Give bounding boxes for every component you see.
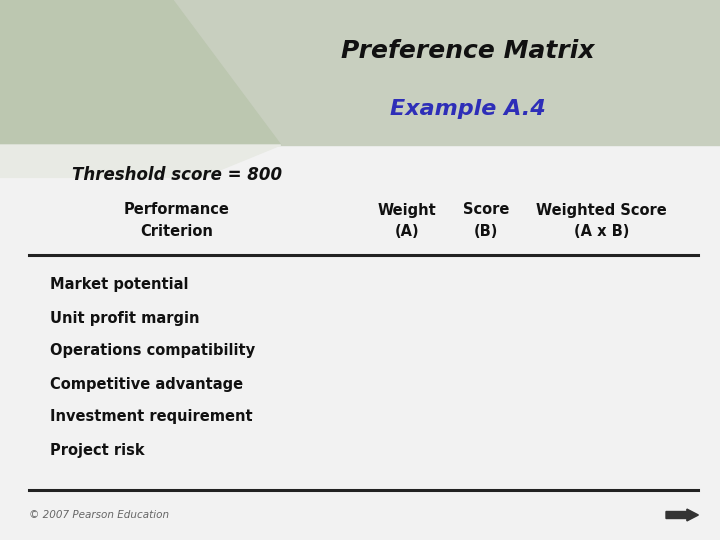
Text: (B): (B): [474, 225, 498, 240]
Text: Competitive advantage: Competitive advantage: [50, 376, 243, 392]
Text: Performance: Performance: [123, 202, 230, 218]
Text: (A): (A): [395, 225, 419, 240]
Text: Criterion: Criterion: [140, 225, 213, 240]
Polygon shape: [0, 0, 281, 145]
Text: Operations compatibility: Operations compatibility: [50, 343, 256, 359]
Text: Investment requirement: Investment requirement: [50, 409, 253, 424]
Text: Project risk: Project risk: [50, 442, 145, 457]
Text: © 2007 Pearson Education: © 2007 Pearson Education: [29, 510, 169, 520]
Text: Preference Matrix: Preference Matrix: [341, 39, 595, 63]
Bar: [0, 0, 720, 145]
Text: (A x B): (A x B): [574, 225, 629, 240]
Polygon shape: [0, 145, 281, 178]
Text: Weighted Score: Weighted Score: [536, 202, 667, 218]
Bar: [0, 145, 720, 540]
Text: Threshold score = 800: Threshold score = 800: [72, 166, 282, 184]
Text: Weight: Weight: [377, 202, 436, 218]
Text: Example A.4: Example A.4: [390, 99, 546, 119]
Text: Score: Score: [463, 202, 509, 218]
Text: Market potential: Market potential: [50, 278, 189, 293]
Text: Unit profit margin: Unit profit margin: [50, 310, 200, 326]
FancyArrow shape: [666, 509, 698, 521]
